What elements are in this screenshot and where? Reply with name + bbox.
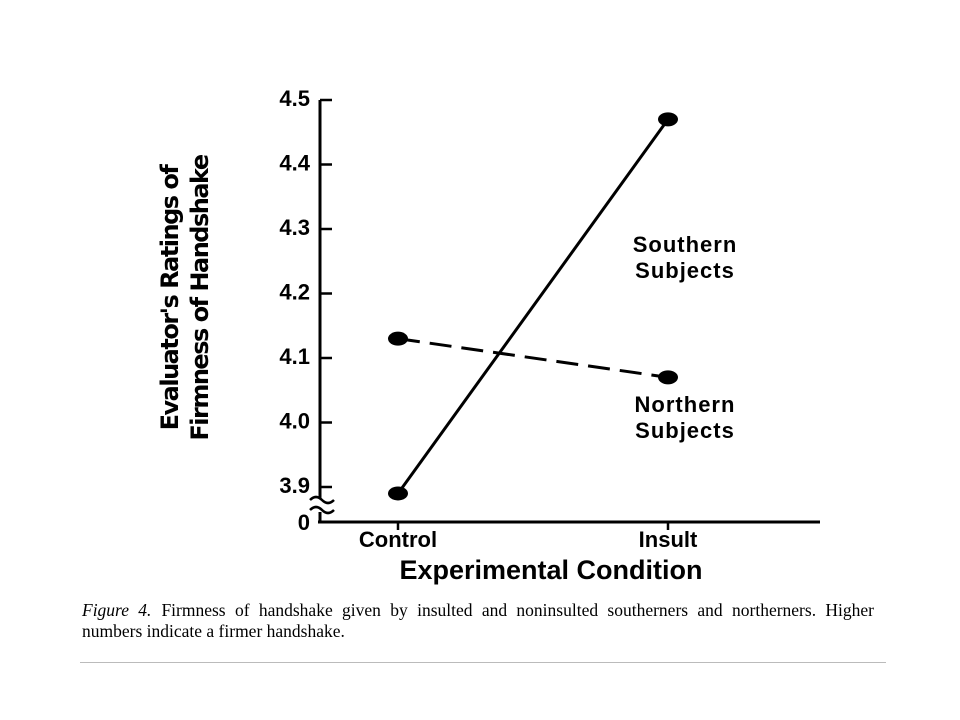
- x-axis-title: Experimental Condition: [399, 555, 702, 585]
- data-point: [658, 112, 678, 127]
- axis-break: [309, 495, 335, 515]
- y-tick-label: 3.9: [279, 473, 310, 498]
- data-point: [388, 486, 408, 501]
- divider: [80, 662, 886, 663]
- y-tick-label: 4.4: [279, 150, 310, 175]
- series-line: [397, 337, 669, 379]
- data-point: [388, 331, 408, 346]
- series-label: Northern Subjects: [634, 392, 736, 443]
- y-tick-label: 4.1: [279, 344, 310, 369]
- y-tick-label: 4.0: [279, 408, 310, 433]
- y-tick-label: 4.5: [279, 86, 310, 111]
- series-line: [396, 118, 670, 495]
- caption: Figure 4. Firmness of handshake given by …: [82, 600, 874, 642]
- caption-text: Firmness of handshake given by insulted …: [82, 600, 874, 641]
- x-tick-label: Control: [359, 527, 437, 552]
- y-tick-label: 4.2: [279, 279, 310, 304]
- y-axis-title: Evaluator's Ratings of Firmness of Hands…: [156, 155, 214, 441]
- x-tick-label: Insult: [639, 527, 698, 552]
- series-label: Southern Subjects: [632, 232, 738, 283]
- figure-label: Figure 4.: [82, 600, 152, 620]
- y-tick-label: 0: [298, 510, 310, 535]
- data-point: [658, 370, 678, 385]
- y-tick-label: 4.3: [279, 215, 310, 240]
